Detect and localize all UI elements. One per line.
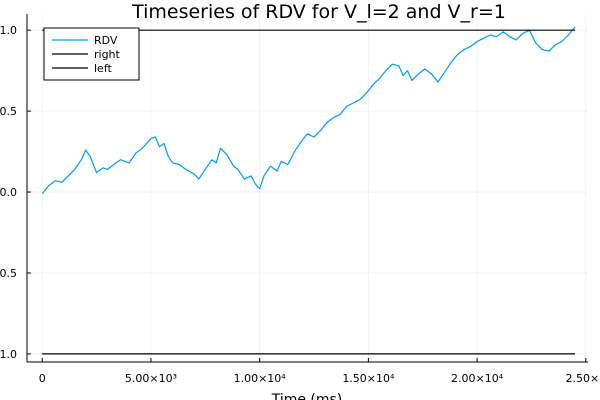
x-tick-label-1: 5.00×10³	[125, 372, 177, 385]
x-tick-label-2: 1.00×10⁴	[234, 372, 287, 385]
y-tick-label-1: 0.5	[0, 105, 17, 118]
y-tick-label-0: 1.0	[0, 24, 17, 37]
y-tick-label-2: 0.0	[0, 186, 17, 199]
legend-label-left: left	[94, 62, 113, 75]
y-tick-label-4: 1.0	[0, 348, 17, 361]
x-tick-label-4: 2.00×10⁴	[451, 372, 504, 385]
legend-label-rdv: RDV	[94, 34, 118, 47]
x-tick-label-0: 0	[39, 372, 46, 385]
tick-labels: 0 5.00×10³ 1.00×10⁴ 1.50×10⁴ 2.00×10⁴ 2.50×1 1…	[0, 24, 600, 385]
axes	[26, 14, 588, 363]
series-line-rdv	[41, 26, 576, 195]
x-tick-label-3: 1.50×10⁴	[342, 372, 395, 385]
x-tick-label-5: 2.50×1	[565, 372, 600, 385]
x-axis-label: Time (ms)	[271, 392, 343, 400]
legend-label-right: right	[94, 48, 121, 61]
chart-title: Timeseries of RDV for V_l=2 and V_r=1	[131, 1, 506, 23]
y-tick-label-3: 0.5	[0, 267, 17, 280]
